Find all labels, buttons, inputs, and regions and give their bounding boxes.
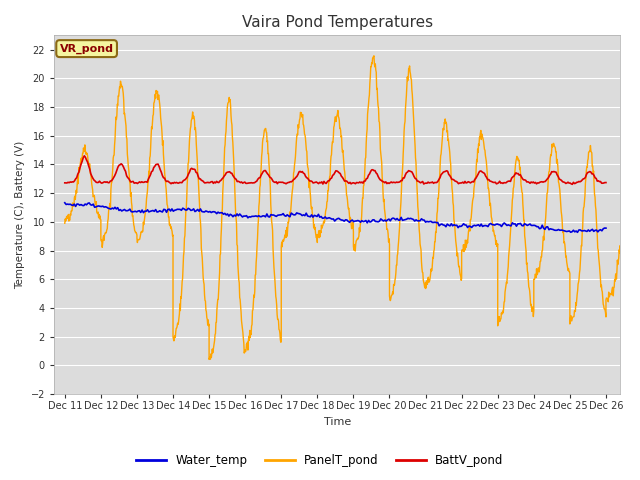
Text: VR_pond: VR_pond [60, 44, 114, 54]
X-axis label: Time: Time [324, 417, 351, 427]
Y-axis label: Temperature (C), Battery (V): Temperature (C), Battery (V) [15, 141, 25, 289]
Legend: Water_temp, PanelT_pond, BattV_pond: Water_temp, PanelT_pond, BattV_pond [132, 449, 508, 472]
Title: Vaira Pond Temperatures: Vaira Pond Temperatures [242, 15, 433, 30]
